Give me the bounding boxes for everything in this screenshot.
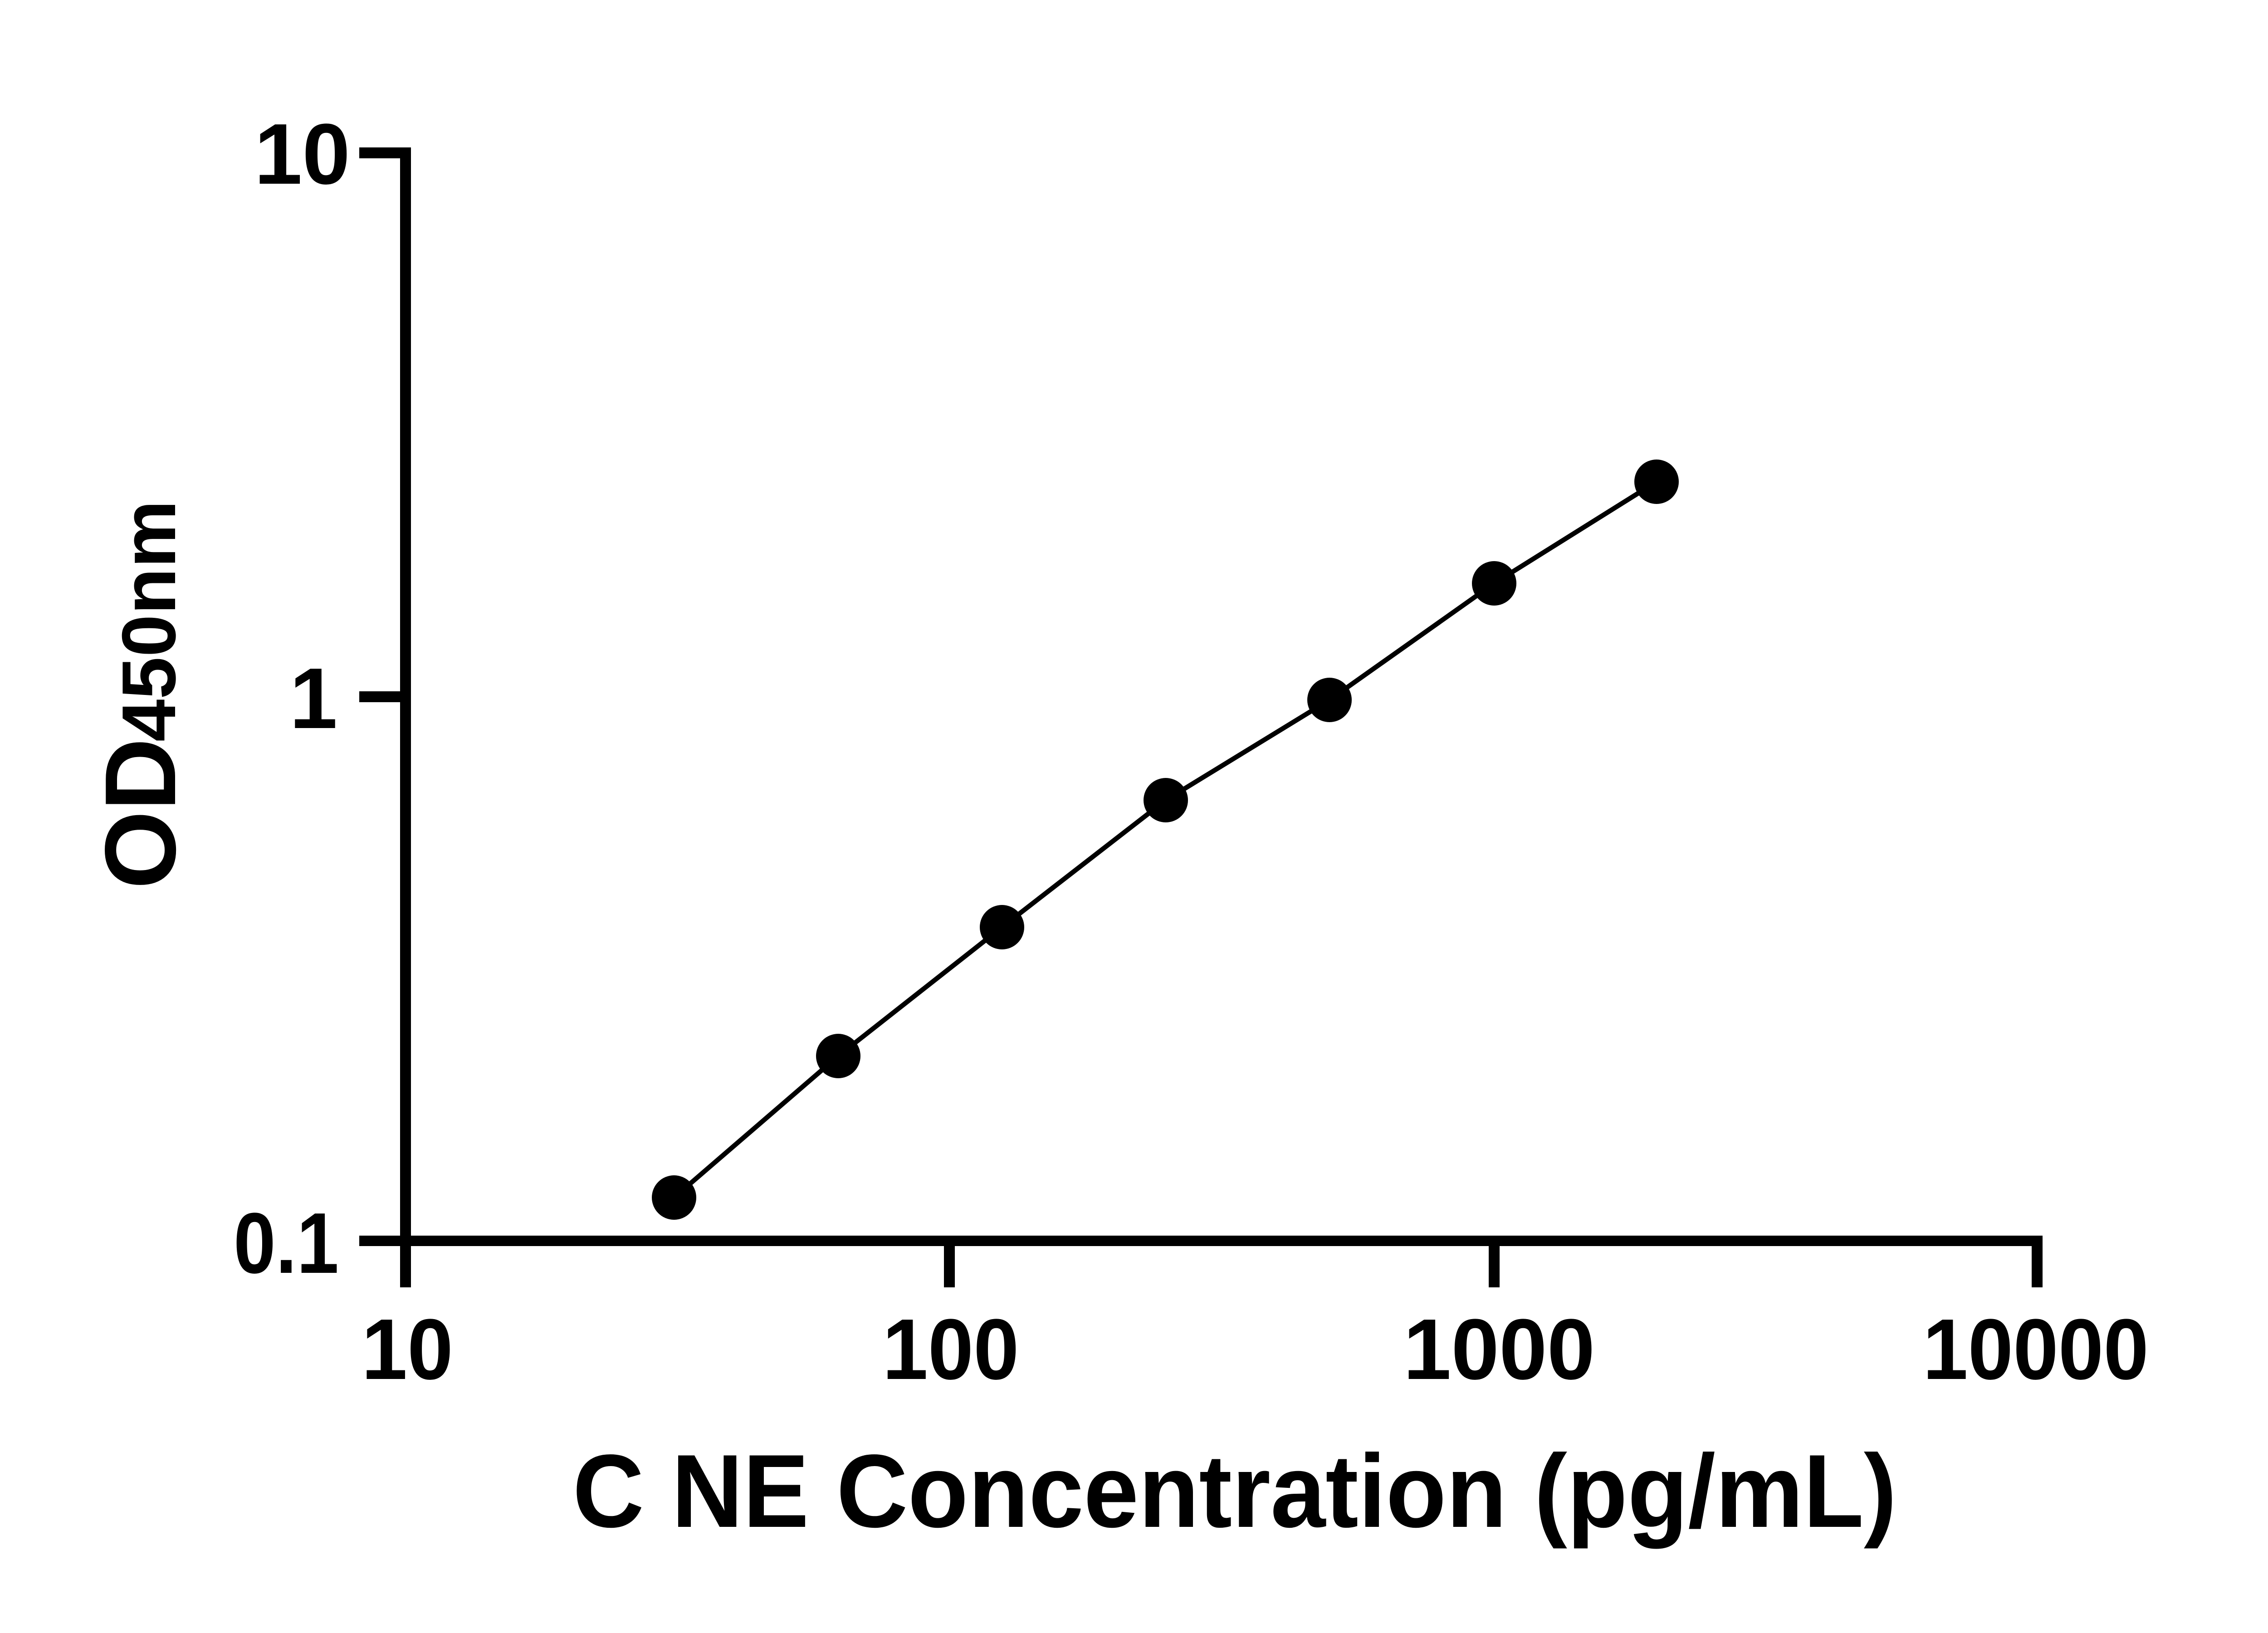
svg-text:10: 10 [362,1301,453,1398]
svg-text:1000: 1000 [1403,1301,1595,1398]
svg-text:1: 1 [289,650,337,747]
svg-text:0.1: 0.1 [234,1195,339,1291]
svg-text:10000: 10000 [1923,1301,2149,1398]
svg-text:C NE Concentration (pg/mL): C NE Concentration (pg/mL) [573,1433,1897,1549]
svg-text:10: 10 [254,106,350,202]
svg-text:450nm: 450nm [106,500,191,742]
svg-text:100: 100 [883,1301,1019,1398]
svg-text:OD: OD [84,738,197,889]
